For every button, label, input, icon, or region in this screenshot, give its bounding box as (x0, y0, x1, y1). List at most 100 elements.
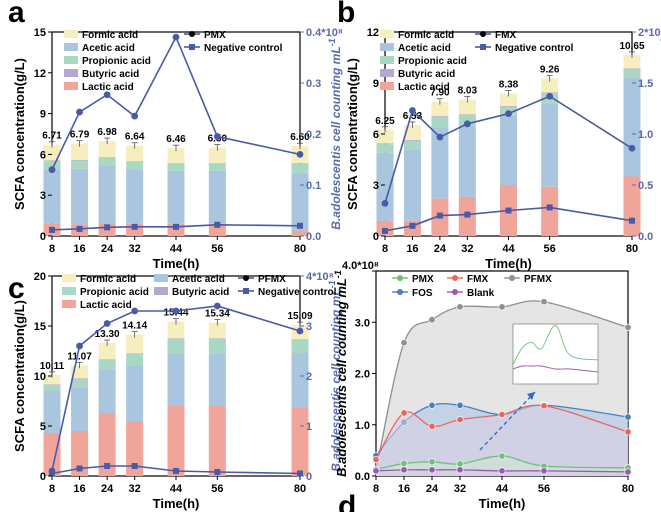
y-tick-label: 0.0 (355, 471, 370, 483)
y-tick-label: 12 (34, 68, 46, 80)
line-point (173, 223, 179, 230)
bar-segment (291, 340, 309, 353)
bar-segment (71, 159, 89, 161)
bar-segment (500, 105, 517, 107)
line-point (76, 108, 83, 116)
area-point (456, 466, 464, 474)
inset-line (512, 365, 599, 373)
total-label: 10.11 (40, 361, 65, 372)
area-point (372, 456, 380, 464)
y2-axis-title-sup: -1 (327, 280, 337, 288)
x-tick-label: 8 (49, 483, 55, 495)
legend-label: Lactic acid (80, 300, 132, 311)
bar-segment (431, 117, 449, 128)
x-tick-label: 32 (454, 483, 466, 495)
line-point (464, 211, 471, 218)
legend-label: Propionic acid (82, 56, 151, 67)
bar-segment (167, 163, 185, 164)
legend-marker (452, 275, 458, 281)
bar-segment (43, 160, 61, 162)
legend-label: Blank (467, 288, 495, 299)
area-point (400, 466, 408, 474)
total-label: 6.60 (290, 132, 310, 143)
panel-a: a6.716.796.986.646.466.506.6081624324456… (8, 0, 343, 271)
total-label: 6.79 (70, 130, 90, 141)
legend-label: Lactic acid (398, 82, 450, 93)
x-axis-title: Time(h) (153, 496, 200, 511)
x-tick-label: 80 (626, 243, 638, 255)
x-tick-label: 8 (373, 483, 379, 495)
bar-segment (541, 103, 559, 187)
bar-segment (98, 359, 116, 360)
line-point (297, 470, 303, 477)
y-tick-label: 4.0*10⁸ (342, 260, 379, 272)
bar-segment (167, 406, 185, 476)
legend-label: PFMX (524, 274, 552, 285)
area-point (540, 298, 548, 306)
bar-segment (403, 140, 421, 150)
legend-swatch (380, 69, 394, 77)
bar-segment (458, 125, 476, 197)
legend-label: PFMX (258, 274, 286, 285)
legend-swatch (64, 69, 78, 77)
line-point (436, 133, 444, 141)
line-point (505, 207, 512, 214)
x-tick-label: 44 (496, 483, 509, 495)
area-point (540, 467, 548, 475)
bar-segment (167, 339, 185, 354)
bar-segment (43, 161, 61, 170)
bar-segment (291, 230, 309, 236)
bar-segment (541, 92, 559, 94)
bar-segment (167, 354, 185, 406)
area-point (400, 460, 408, 468)
y-tick-label: 15 (34, 27, 46, 39)
area-point (428, 458, 436, 466)
bar-segment (623, 77, 641, 177)
y-tick-label: 20 (34, 271, 46, 283)
legend-swatch (380, 56, 394, 64)
area-point (498, 467, 506, 475)
y2-axis-title: B.adolescentis cell counting mL-1 (327, 280, 343, 471)
bar-segment (126, 334, 144, 354)
y2-tick-label: 0.1 (306, 180, 321, 192)
area-point (400, 409, 408, 417)
line-point (173, 468, 179, 474)
line-point (546, 92, 554, 100)
area-point (428, 316, 436, 324)
y2-axis-title: B.adolescentis cell counting mL-1 (327, 38, 343, 229)
panel-d: d 8 16 24 32 44 56 80 Time(h) 0.0 1.0 2.0 3.0 4.0*10⁸… (333, 260, 634, 512)
legend-label: Lactic acid (82, 82, 134, 93)
y-tick-label: 0 (40, 471, 46, 483)
y2-tick-label: 0.5 (638, 180, 653, 192)
y2-tick-label: 2 (306, 371, 312, 383)
bar-segment (208, 170, 226, 224)
legend-label: Butyric acid (398, 69, 455, 80)
bar-segment (376, 129, 394, 144)
inset-pointer-arrow (479, 391, 536, 451)
line-point (172, 307, 180, 315)
line-point (296, 151, 304, 158)
y-tick-label: 6 (40, 149, 46, 161)
x-tick-label: 24 (101, 483, 114, 495)
x-tick-label: 16 (406, 243, 418, 255)
bar-segment (98, 343, 116, 360)
y-tick-label: 6 (373, 129, 379, 141)
total-label: 6.53 (403, 111, 423, 122)
bar-segment (403, 124, 421, 140)
line-point (214, 469, 221, 475)
y-tick-label: 1.0 (355, 420, 370, 432)
bar-segment (623, 69, 641, 78)
total-label: 11.07 (67, 351, 92, 362)
bar-segment (208, 339, 226, 354)
area-point (456, 460, 464, 468)
legend-marker (509, 275, 515, 281)
x-tick-label: 56 (211, 483, 223, 495)
bar-segment (208, 223, 226, 236)
bar-segment (98, 413, 116, 476)
y-axis-title-sup: -1 (333, 270, 343, 278)
y2-tick-label: 2*10⁸ (638, 27, 661, 39)
line-point (104, 463, 111, 469)
legend-swatch (62, 300, 76, 308)
total-label: 14.14 (122, 321, 147, 332)
